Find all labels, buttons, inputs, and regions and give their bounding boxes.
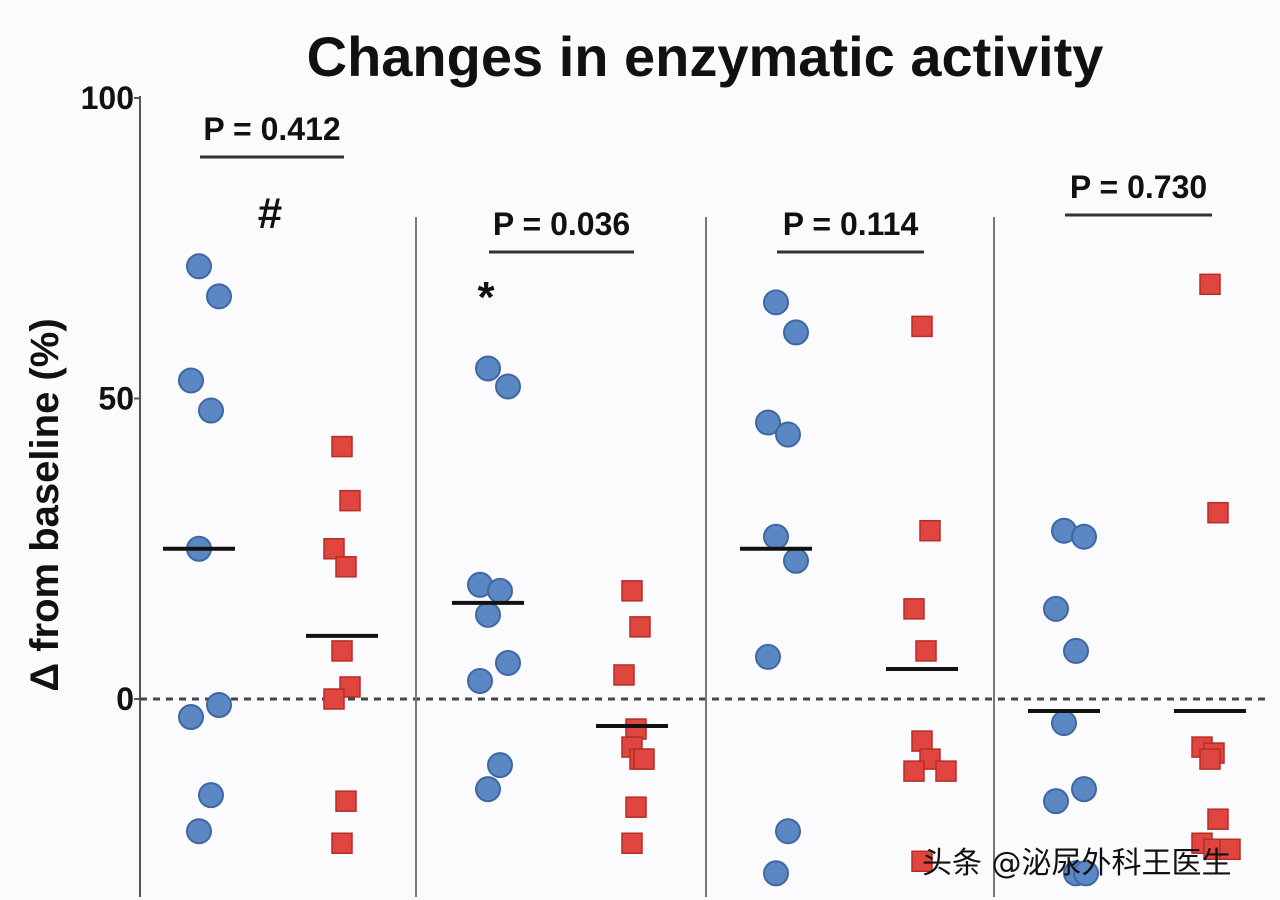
data-point-square <box>903 598 925 620</box>
data-point-square <box>903 760 925 782</box>
data-point-circle <box>763 289 789 316</box>
data-point-square <box>919 519 941 542</box>
p-value-label: P = 0.036 <box>493 206 630 242</box>
data-point-circle <box>495 649 521 676</box>
data-point-circle <box>775 421 801 448</box>
data-point-square <box>911 850 933 873</box>
data-point-circle <box>487 752 513 779</box>
data-point-square <box>629 616 651 638</box>
data-point-square <box>335 556 357 578</box>
data-point-square <box>935 760 957 782</box>
data-point-square <box>919 748 941 770</box>
data-point-circle <box>475 355 501 382</box>
data-point-circle <box>206 692 232 719</box>
data-point-square <box>1199 748 1221 770</box>
p-value-label: P = 0.730 <box>1070 169 1207 205</box>
data-point-square <box>621 580 643 602</box>
significance-marker: # <box>258 189 282 238</box>
data-point-square <box>911 315 933 338</box>
data-point-square <box>331 640 353 662</box>
y-axis-label: Δ from baseline (%) <box>23 318 67 691</box>
data-point-circle <box>475 776 501 803</box>
data-point-square <box>613 664 635 686</box>
data-point-square <box>323 688 345 710</box>
chart-title: Changes in enzymatic activity <box>307 25 1104 88</box>
data-point-circle <box>763 523 789 550</box>
data-point-circle <box>1051 710 1077 737</box>
data-point-circle <box>783 319 809 346</box>
data-point-square <box>625 796 647 818</box>
data-point-square <box>323 538 345 560</box>
data-point-circle <box>487 577 513 604</box>
significance-marker: * <box>477 273 495 322</box>
data-point-circle <box>1073 860 1099 887</box>
data-point-square <box>331 832 353 854</box>
data-point-circle <box>178 367 204 394</box>
data-point-square <box>339 676 361 698</box>
data-point-circle <box>186 253 212 280</box>
data-point-circle <box>1071 523 1097 550</box>
data-point-circle <box>178 704 204 731</box>
data-point-square <box>915 640 937 662</box>
data-point-circle <box>1071 776 1097 803</box>
data-point-circle <box>775 818 801 845</box>
data-point-square <box>331 435 353 458</box>
y-tick-label: 0 <box>116 681 134 717</box>
data-point-circle <box>755 409 781 436</box>
watermark-text: 头条 @泌尿外科王医生 <box>922 846 1232 881</box>
data-point-circle <box>1043 788 1069 815</box>
data-point-circle <box>475 601 501 628</box>
p-value-label: P = 0.412 <box>203 111 340 147</box>
axes-layer: 100 50 0 P = 0.412 # P = 0.036 * P = 0.114 P = 0… <box>81 80 1265 897</box>
data-point-circle <box>467 667 493 694</box>
data-point-square <box>1219 838 1241 860</box>
marks-layer <box>163 253 1246 887</box>
data-point-square <box>625 718 647 740</box>
p-value-label: P = 0.114 <box>783 206 919 242</box>
data-point-circle <box>206 283 232 310</box>
data-point-square <box>339 489 361 512</box>
y-tick-label: 100 <box>81 80 134 116</box>
data-point-square <box>621 832 643 854</box>
data-point-square <box>1199 273 1221 296</box>
data-point-square <box>633 748 655 770</box>
data-point-square <box>335 790 357 812</box>
data-point-circle <box>186 818 212 845</box>
data-point-square <box>911 730 933 752</box>
data-point-square <box>1207 808 1229 830</box>
data-point-circle <box>495 373 521 400</box>
data-point-circle <box>763 860 789 887</box>
data-point-square <box>1207 501 1229 524</box>
y-tick-label: 50 <box>98 381 134 417</box>
data-point-circle <box>198 397 224 424</box>
data-point-circle <box>783 547 809 574</box>
data-point-circle <box>755 643 781 670</box>
data-point-circle <box>1043 595 1069 622</box>
data-point-circle <box>198 782 224 809</box>
data-point-circle <box>1063 637 1089 664</box>
